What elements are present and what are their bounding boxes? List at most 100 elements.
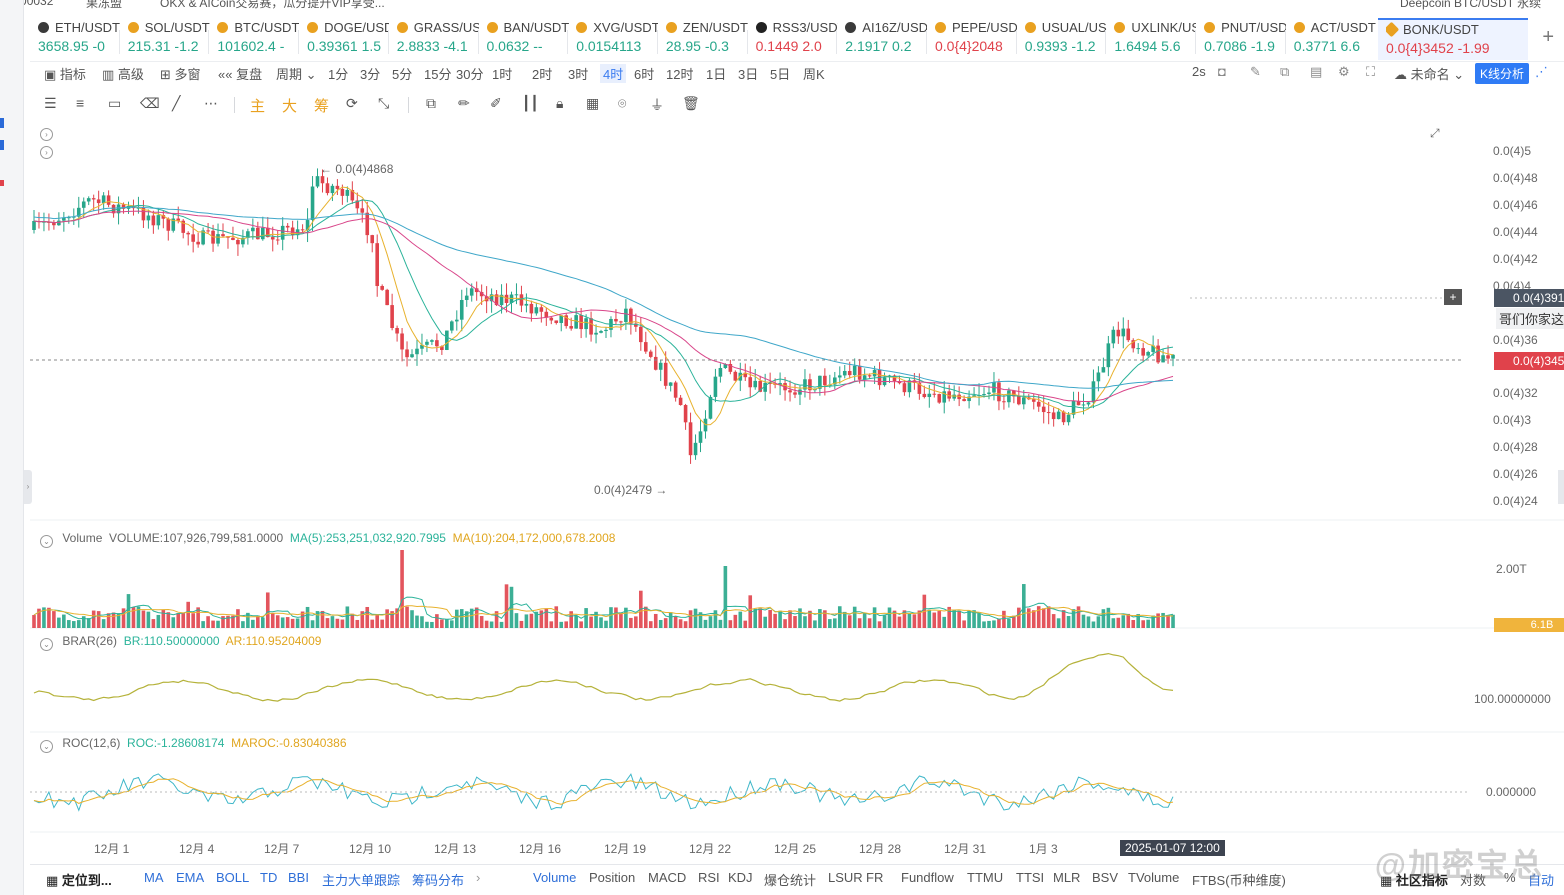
ruler-icon[interactable]: ✏ xyxy=(458,95,470,111)
community-indicators-button[interactable]: ▦ 社区指标 xyxy=(1380,873,1448,888)
collapse-circle-icon[interactable]: › xyxy=(40,142,59,159)
sub-indicator-item[interactable]: LSUR xyxy=(828,870,863,885)
ticker-item[interactable]: UXLINK/USDT 1.6494 5.6 xyxy=(1106,18,1196,60)
list-icon[interactable]: ≡ xyxy=(76,95,85,111)
note-icon[interactable]: ▦ xyxy=(586,95,600,111)
cloud-layout-dropdown[interactable]: ☁ 未命名 ⌄ xyxy=(1394,67,1465,82)
sub-indicator-item[interactable]: RSI xyxy=(698,870,720,885)
advanced-button[interactable]: ▥ 高级 xyxy=(102,67,144,82)
draw-pen-icon[interactable]: ✎ xyxy=(1250,64,1261,79)
interval-6[interactable]: 2时 xyxy=(532,67,553,82)
settings-gear-icon[interactable]: ⚙ xyxy=(1338,64,1350,79)
sub-indicator-item[interactable]: BSV xyxy=(1092,870,1119,885)
sub-indicator-item[interactable]: FR xyxy=(866,870,884,885)
indicators-button[interactable]: ▣ 指标 xyxy=(44,67,86,82)
right-panel-handle[interactable] xyxy=(1558,470,1564,504)
interval-9[interactable]: 6时 xyxy=(634,67,655,82)
sub-indicator-item[interactable]: 爆仓统计 xyxy=(764,873,817,888)
sub-indicator-item[interactable]: TVolume xyxy=(1128,870,1180,885)
lock-icon[interactable]: 🔒︎ xyxy=(556,95,564,111)
more-chevron-icon[interactable]: › xyxy=(476,870,481,885)
camera-icon[interactable]: ◘ xyxy=(1218,64,1226,79)
window-icon[interactable]: ⧉ xyxy=(1280,64,1290,79)
interval-8[interactable]: 4时 xyxy=(600,64,627,83)
volume-toggle-icon[interactable]: ⌄ xyxy=(40,535,53,548)
main-indicator-item[interactable]: 筹码分布 xyxy=(412,873,465,888)
ticker-item[interactable]: USUAL/USDT 0.9393 -1.2 xyxy=(1017,18,1107,60)
multi-window-button[interactable]: ⊞ 多窗 xyxy=(160,67,201,82)
main-chart-toggle[interactable]: 主 xyxy=(250,98,266,115)
ticker-item-active[interactable]: BONK/USDT 0.0{4}3452 -1.99 xyxy=(1378,18,1528,60)
interval-0[interactable]: 1分 xyxy=(328,67,349,82)
add-ticker-icon[interactable]: + xyxy=(1542,26,1554,48)
magnet-icon[interactable]: ⌾ xyxy=(618,95,627,111)
chart-canvas[interactable] xyxy=(30,120,1564,864)
main-indicator-item[interactable]: MA xyxy=(144,870,164,885)
sync-icon[interactable]: ⟳ xyxy=(346,95,358,111)
ticker-item[interactable]: PNUT/USDT 0.7086 -1.9 xyxy=(1196,18,1286,60)
interval-7[interactable]: 3时 xyxy=(568,67,589,82)
interval-12[interactable]: 3日 xyxy=(738,67,759,82)
sub-indicator-item[interactable]: Position xyxy=(589,870,636,885)
measure-icon[interactable]: ⤡ xyxy=(378,95,390,111)
crosshair-add-icon[interactable]: + xyxy=(1444,289,1462,305)
ticker-item[interactable]: ACT/USDT 0.3771 6.6 xyxy=(1286,18,1376,60)
main-indicator-item[interactable]: TD xyxy=(260,870,278,885)
ticker-item[interactable]: AI16Z/USDT 2.1917 0.2 xyxy=(837,18,927,60)
sub-indicator-item[interactable]: Volume xyxy=(533,870,577,885)
interval-10[interactable]: 12时 xyxy=(666,67,694,82)
interval-14[interactable]: 周K xyxy=(803,67,825,82)
main-indicator-item[interactable]: BOLL xyxy=(216,870,250,885)
interval-11[interactable]: 1日 xyxy=(706,67,727,82)
auto-scale-toggle[interactable]: 自动 xyxy=(1528,873,1555,888)
copy-icon[interactable]: ⧉ xyxy=(426,95,436,111)
sidebar-marker[interactable] xyxy=(0,140,4,150)
sub-indicator-item[interactable]: TTMU xyxy=(967,870,1004,885)
ticker-item[interactable]: ETH/USDT 3658.95 -0 xyxy=(30,18,120,60)
interval-4[interactable]: 30分 xyxy=(456,67,484,82)
locate-button[interactable]: ▦ 定位到... xyxy=(46,873,112,888)
ticker-item[interactable]: PEPE/USDT 0.0{4}2048 xyxy=(927,18,1017,60)
menu-lines-icon[interactable]: ☰ xyxy=(44,95,57,111)
ticker-item[interactable]: SOL/USDT 215.31 -1.2 xyxy=(120,18,210,60)
interval-1[interactable]: 3分 xyxy=(360,67,381,82)
percent-scale-toggle[interactable]: % xyxy=(1504,870,1516,885)
top-tab-1[interactable]: 果冻盟 xyxy=(86,0,123,10)
ticker-item[interactable]: DOGE/USDT 0.39361 1.5 xyxy=(299,18,389,60)
interval-13[interactable]: 5日 xyxy=(770,67,791,82)
brush-icon[interactable]: ✐ xyxy=(490,95,502,111)
rectangle-icon[interactable]: ▭ xyxy=(108,95,122,111)
more-dots-icon[interactable]: ⋯ xyxy=(204,95,218,111)
sub-indicator-item[interactable]: FTBS(币种维度) xyxy=(1192,873,1286,888)
refresh-interval[interactable]: 2s xyxy=(1192,64,1206,79)
ticker-item[interactable]: ZEN/USDT 28.95 -0.3 xyxy=(658,18,748,60)
interval-2[interactable]: 5分 xyxy=(392,67,413,82)
filter-icon[interactable]: ⏚ xyxy=(650,97,664,113)
chips-toggle[interactable]: 筹 xyxy=(314,98,330,115)
big-order-toggle[interactable]: 大 xyxy=(282,98,298,115)
chart-area[interactable]: › › ⤢ ← 0.0(4)4868 0.0(4)2479 → 0.0(4)5 0… xyxy=(30,120,1564,864)
ticker-item[interactable]: BAN/USDT 0.0632 -- xyxy=(479,18,569,60)
ticker-item[interactable]: BTC/USDT 101602.4 - xyxy=(209,18,299,60)
sub-indicator-item[interactable]: MLR xyxy=(1053,870,1081,885)
ticker-item[interactable]: RSS3/USDT 0.1449 2.0 xyxy=(748,18,838,60)
interval-5[interactable]: 1时 xyxy=(492,67,513,82)
share-icon[interactable]: ⋰ xyxy=(1535,64,1548,79)
ticker-item[interactable]: XVG/USDT 0.0154113 xyxy=(568,18,658,60)
sidebar-collapse-handle[interactable]: › xyxy=(24,470,32,504)
period-dropdown[interactable]: 周期 ⌄ xyxy=(276,67,317,82)
main-indicator-item[interactable]: EMA xyxy=(176,870,205,885)
sub-indicator-item[interactable]: Fundflow xyxy=(901,870,954,885)
sidebar-marker[interactable] xyxy=(0,118,4,128)
top-tab-3[interactable]: Deepcoin BTC/USDT 永续 xyxy=(1400,0,1542,10)
candles-icon[interactable]: ┃┃ xyxy=(522,95,539,111)
trash-icon[interactable]: 🗑︎ xyxy=(682,95,700,111)
expand-icon[interactable]: ⤢ xyxy=(1430,126,1440,140)
eraser-icon[interactable]: ⌫ xyxy=(140,95,160,111)
top-tab-2[interactable]: OKX & AICoin交易赛，瓜分提升VIP享受... xyxy=(160,0,385,10)
replay-button[interactable]: «« 复盘 xyxy=(218,67,263,82)
trend-line-icon[interactable]: ╱ xyxy=(172,95,181,111)
collapse-circle-icon[interactable]: › xyxy=(40,124,59,141)
sub-indicator-item[interactable]: MACD xyxy=(648,870,687,885)
sub-indicator-item[interactable]: TTSI xyxy=(1016,870,1045,885)
